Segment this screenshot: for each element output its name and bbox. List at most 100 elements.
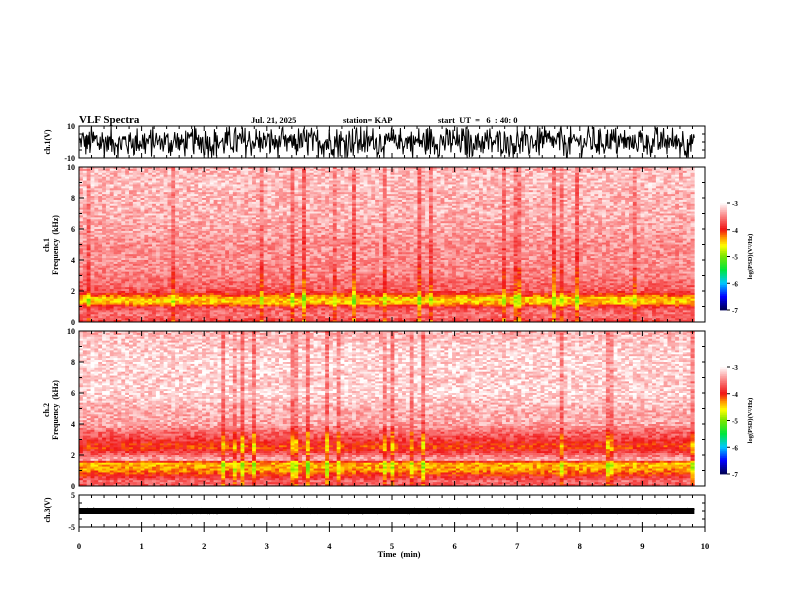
spectrogram-cell [564, 179, 568, 181]
spectrogram-cell [256, 200, 260, 202]
spectrogram-cell [441, 200, 445, 202]
spectrogram-cell [417, 219, 421, 221]
spectrogram-cell [198, 169, 202, 171]
spectrogram-cell [198, 214, 202, 216]
spectrogram-cell [544, 196, 548, 198]
spectrogram-cell [471, 223, 475, 225]
spectrogram-cell [671, 175, 675, 177]
spectrogram-cell [206, 198, 210, 200]
spectrogram-cell [179, 179, 183, 181]
spectrogram-cell [129, 198, 133, 200]
spectrogram-cell [241, 177, 245, 179]
spectrogram-cell [121, 212, 125, 214]
spectrogram-cell [660, 217, 664, 219]
spectrogram-cell [337, 200, 341, 202]
spectrogram-cell [567, 179, 571, 181]
spectrogram-cell [298, 200, 302, 202]
spectrogram-cell [517, 219, 521, 221]
spectrogram-cell [248, 171, 252, 173]
spectrogram-cell [675, 215, 679, 217]
spectrogram-cell [337, 217, 341, 219]
spectrogram-cell [383, 194, 387, 196]
spectrogram-cell [441, 177, 445, 179]
spectrogram-cell [367, 215, 371, 217]
spectrogram-cell [94, 188, 98, 190]
spectrogram-cell [617, 215, 621, 217]
spectrogram-cell [579, 215, 583, 217]
spectrogram-cell [544, 217, 548, 219]
spectrogram-cell [364, 188, 368, 190]
spectrogram-cell [544, 200, 548, 202]
spectrogram-cell [552, 206, 556, 208]
spectrogram-cell [506, 196, 510, 198]
spectrogram-cell [337, 183, 341, 185]
spectrogram-cell [210, 212, 214, 214]
spectrogram-cell [206, 190, 210, 192]
spectrogram-cell [260, 196, 264, 198]
spectrogram-cell [406, 223, 410, 225]
spectrogram-cell [602, 194, 606, 196]
spectrogram-cell [202, 179, 206, 181]
spectrogram-cell [229, 186, 233, 188]
spectrogram-cell [225, 215, 229, 217]
spectrogram-cell [398, 179, 402, 181]
spectrogram-cell [667, 210, 671, 212]
spectrogram-cell [298, 194, 302, 196]
spectrogram-cell [575, 196, 579, 198]
spectrogram-cell [141, 215, 145, 217]
spectrogram-cell [406, 206, 410, 208]
spectrogram-cell [225, 223, 229, 225]
spectrogram-cell [444, 196, 448, 198]
spectrogram-cell [83, 212, 87, 214]
spectrogram-cell [652, 190, 656, 192]
spectrogram-cell [275, 183, 279, 185]
spectrogram-cell [652, 188, 656, 190]
spectrogram-cell [260, 175, 264, 177]
spectrogram-cell [98, 179, 102, 181]
spectrogram-cell [541, 208, 545, 210]
spectrogram-cell [187, 196, 191, 198]
spectrogram-cell [117, 202, 121, 204]
spectrogram-cell [594, 177, 598, 179]
spectrogram-cell [452, 204, 456, 206]
spectrogram-cell [475, 190, 479, 192]
spectrogram-cell [298, 225, 302, 227]
spectrogram-cell [679, 192, 683, 194]
spectrogram-cell [287, 221, 291, 223]
spectrogram-cell [275, 214, 279, 216]
spectrogram-cell [164, 219, 168, 221]
spectrogram-cell [433, 202, 437, 204]
spectrogram-cell [579, 202, 583, 204]
spectrogram-cell [383, 196, 387, 198]
spectrogram-cell [402, 210, 406, 212]
spectrogram-cell [306, 215, 310, 217]
spectrogram-cell [314, 225, 318, 227]
spectrogram-cell [667, 171, 671, 173]
spectrogram-cell [79, 210, 83, 212]
spectrogram-cell [633, 210, 637, 212]
spectrogram-cell [241, 198, 245, 200]
spectrogram-cell [321, 194, 325, 196]
spectrogram-cell [583, 210, 587, 212]
spectrogram-cell [256, 179, 260, 181]
spectrogram-cell [617, 210, 621, 212]
spectrogram-cell [87, 215, 91, 217]
spectrogram-cell [367, 221, 371, 223]
spectrogram-cell [260, 223, 264, 225]
spectrogram-cell [564, 202, 568, 204]
spectrogram-cell [448, 223, 452, 225]
spectrogram-cell [460, 215, 464, 217]
spectrogram-cell [575, 217, 579, 219]
spectrogram-cell [225, 200, 229, 202]
spectrogram-cell [679, 210, 683, 212]
spectrogram-cell [552, 181, 556, 183]
spectrogram-cell [106, 183, 110, 185]
spectrogram-cell [475, 184, 479, 186]
spectrogram-cell [125, 210, 129, 212]
spectrogram-cell [506, 186, 510, 188]
spectrogram-cell [552, 190, 556, 192]
spectrogram-cell [144, 206, 148, 208]
spectrogram-cell [79, 204, 83, 206]
spectrogram-cell [364, 177, 368, 179]
spectrogram-cell [102, 223, 106, 225]
